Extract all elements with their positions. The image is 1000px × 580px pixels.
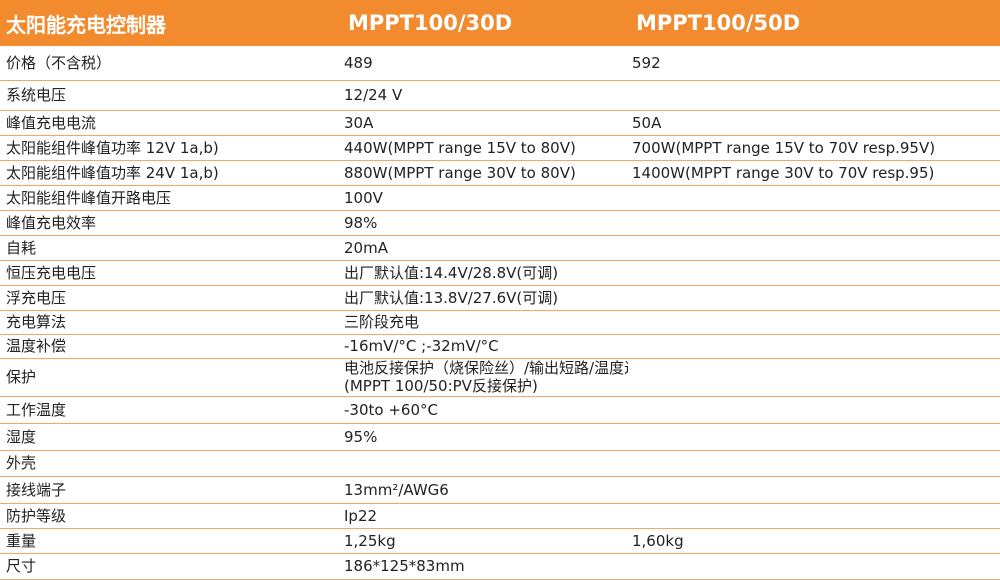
cell: 12/24 V — [340, 80, 628, 111]
row-label: 外壳 — [0, 450, 340, 477]
table-body: 价格（不含税） 489 592 系统电压 12/24 V 峰值充电电流 30A 50A 太阳能组… — [0, 46, 1000, 580]
table-row: 太阳能组件峰值功率 12V 1a,b) 440W(MPPT range 15V t… — [0, 135, 1000, 161]
table-row: 防护等级 Ip22 — [0, 503, 1000, 529]
cell-line: (MPPT 100/50:PV反接保护) — [344, 377, 538, 395]
cell: -30to +60°C — [340, 396, 628, 424]
table-row: 太阳能组件峰值功率 24V 1a,b) 880W(MPPT range 30V t… — [0, 160, 1000, 186]
cell: -16mV/°C ;-32mV/°C — [340, 334, 628, 359]
empty-cell — [628, 553, 1000, 580]
table-row: 自耗 20mA — [0, 235, 1000, 261]
row-label: 湿度 — [0, 423, 340, 451]
row-label: 系统电压 — [0, 80, 340, 111]
table-row: 浮充电压 出厂默认值:13.8V/27.6V(可调) — [0, 285, 1000, 311]
row-label: 保护 — [0, 358, 340, 397]
header-cell: MPPT100/30D — [340, 0, 628, 46]
cell: 13mm²/AWG6 — [340, 476, 628, 504]
empty-cell — [628, 334, 1000, 359]
cell: 880W(MPPT range 30V to 80V) — [340, 160, 628, 186]
empty-cell — [628, 80, 1000, 111]
table-row: 价格（不含税） 489 592 — [0, 46, 1000, 81]
row-label: 恒压充电电压 — [0, 260, 340, 286]
cell: 700W(MPPT range 15V to 70V resp.95V) — [628, 135, 1000, 161]
empty-cell — [628, 210, 1000, 236]
table-row: 峰值充电效率 98% — [0, 210, 1000, 236]
cell: 98% — [340, 210, 628, 236]
cell: 1,60kg — [628, 528, 1000, 554]
row-label: 尺寸 — [0, 553, 340, 580]
table-row: 尺寸 186*125*83mm — [0, 553, 1000, 580]
row-label: 自耗 — [0, 235, 340, 261]
table-row: 系统电压 12/24 V — [0, 80, 1000, 111]
row-label: 峰值充电效率 — [0, 210, 340, 236]
cell: 489 — [340, 46, 628, 81]
empty-cell — [628, 476, 1000, 504]
row-label: 接线端子 — [0, 476, 340, 504]
header-cell: 太阳能充电控制器 — [0, 0, 340, 46]
row-label: 充电算法 — [0, 310, 340, 335]
cell: 三阶段充电 — [340, 310, 628, 335]
empty-cell — [628, 235, 1000, 261]
table-row: 保护 电池反接保护（烧保险丝）/输出短路/温度过高 (MPPT 100/50:PV反… — [0, 358, 1000, 397]
cell: Ip22 — [340, 503, 628, 529]
cell: 出厂默认值:14.4V/28.8V(可调) — [340, 260, 628, 286]
table-row: 太阳能组件峰值开路电压 100V — [0, 185, 1000, 211]
table-row: 温度补偿 -16mV/°C ;-32mV/°C — [0, 334, 1000, 359]
empty-cell — [628, 310, 1000, 335]
table-row: 恒压充电电压 出厂默认值:14.4V/28.8V(可调) — [0, 260, 1000, 286]
cell: 30A — [340, 110, 628, 136]
table-row: 湿度 95% — [0, 423, 1000, 451]
row-label: 温度补偿 — [0, 334, 340, 359]
empty-cell — [628, 185, 1000, 211]
table-row: 充电算法 三阶段充电 — [0, 310, 1000, 335]
row-label: 重量 — [0, 528, 340, 554]
row-label: 太阳能组件峰值开路电压 — [0, 185, 340, 211]
empty-cell — [628, 358, 1000, 397]
empty-cell — [628, 260, 1000, 286]
row-label: 太阳能组件峰值功率 24V 1a,b) — [0, 160, 340, 186]
table-row: 重量 1,25kg 1,60kg — [0, 528, 1000, 554]
cell: 100V — [340, 185, 628, 211]
table-row: 峰值充电电流 30A 50A — [0, 110, 1000, 136]
empty-cell — [628, 285, 1000, 311]
row-label: 防护等级 — [0, 503, 340, 529]
cell: 440W(MPPT range 15V to 80V) — [340, 135, 628, 161]
cell: 20mA — [340, 235, 628, 261]
cell: 592 — [628, 46, 1000, 81]
table-row: 工作温度 -30to +60°C — [0, 396, 1000, 424]
cell: 电池反接保护（烧保险丝）/输出短路/温度过高 (MPPT 100/50:PV反接保… — [340, 358, 628, 397]
cell: 1400W(MPPT range 30V to 70V resp.95) — [628, 160, 1000, 186]
empty-cell — [340, 450, 628, 477]
empty-cell — [628, 423, 1000, 451]
row-label: 浮充电压 — [0, 285, 340, 311]
row-label: 价格（不含税） — [0, 46, 340, 81]
header-cell: MPPT100/50D — [628, 0, 1000, 46]
table-row: 外壳 — [0, 450, 1000, 477]
cell: 出厂默认值:13.8V/27.6V(可调) — [340, 285, 628, 311]
empty-cell — [628, 503, 1000, 529]
empty-cell — [628, 396, 1000, 424]
row-label: 工作温度 — [0, 396, 340, 424]
cell: 1,25kg — [340, 528, 628, 554]
cell: 95% — [340, 423, 628, 451]
row-label: 峰值充电电流 — [0, 110, 340, 136]
cell: 186*125*83mm — [340, 553, 628, 580]
row-label: 太阳能组件峰值功率 12V 1a,b) — [0, 135, 340, 161]
table-row: 接线端子 13mm²/AWG6 — [0, 476, 1000, 504]
cell-line: 电池反接保护（烧保险丝）/输出短路/温度过高 — [344, 359, 628, 377]
header-row: 太阳能充电控制器 MPPT100/30D MPPT100/50D — [0, 0, 1000, 46]
cell: 50A — [628, 110, 1000, 136]
empty-cell — [628, 450, 1000, 477]
